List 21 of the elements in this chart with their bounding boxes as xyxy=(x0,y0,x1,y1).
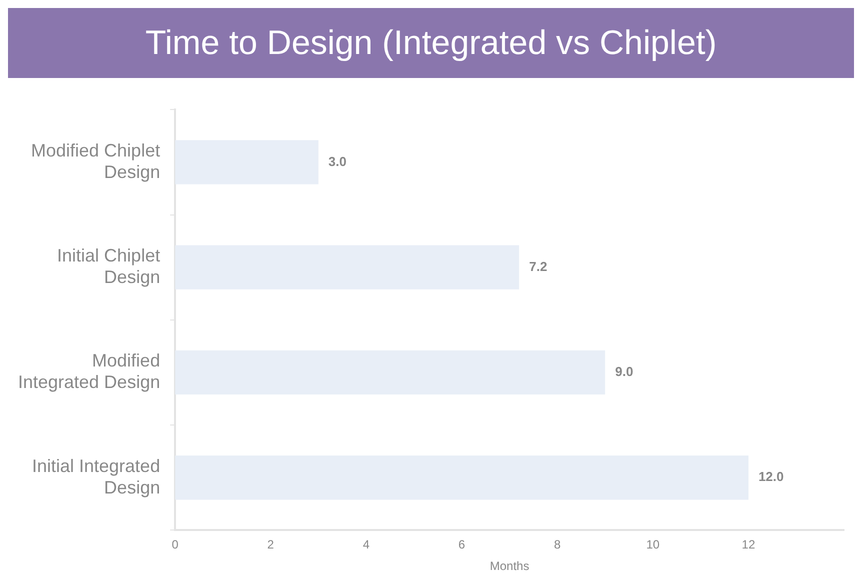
data-label: 3.0 xyxy=(328,154,347,169)
x-tick-label: 12 xyxy=(742,538,756,552)
bar xyxy=(175,350,606,395)
x-tick-label: 2 xyxy=(267,538,274,552)
data-label: 9.0 xyxy=(615,364,634,380)
x-tick-label: 8 xyxy=(554,538,561,552)
x-tick-label: 10 xyxy=(646,538,660,552)
bar xyxy=(175,245,520,290)
data-label: 12.0 xyxy=(758,469,784,484)
bar xyxy=(175,456,748,500)
x-tick-label: 6 xyxy=(458,538,466,552)
x-axis-title: Months xyxy=(490,559,530,574)
y-tick-label: Initial Integrated Design xyxy=(32,456,160,498)
y-tick-label: Modified Chiplet Design xyxy=(31,140,160,182)
x-tick-label: 4 xyxy=(362,538,370,552)
data-label: 7.2 xyxy=(529,258,548,274)
chart-title: Time to Design (Integrated vs Chiplet) xyxy=(8,8,854,78)
y-tick-label: Modified Integrated Design xyxy=(18,350,160,392)
y-tick-label: Initial Chiplet Design xyxy=(57,245,160,288)
bar xyxy=(175,140,318,184)
x-tick-label: 0 xyxy=(172,538,179,552)
